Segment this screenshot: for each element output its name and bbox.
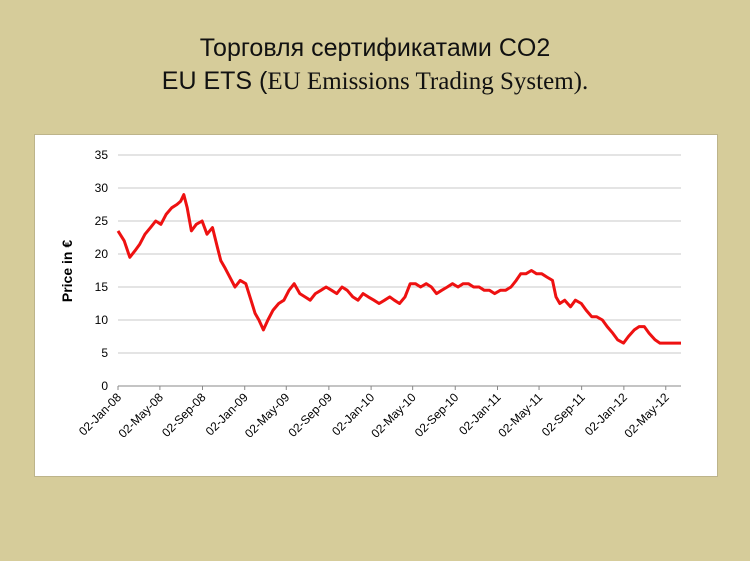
price-series-line	[116, 193, 681, 345]
title-line-2-suffix: ).	[573, 68, 589, 95]
y-tick-label: 0	[101, 379, 108, 393]
y-tick-label: 5	[101, 346, 108, 360]
x-tick-label: 02-May-11	[495, 390, 545, 440]
y-tick-label: 20	[95, 247, 109, 261]
y-tick-label: 35	[95, 148, 109, 162]
title-line-2-prefix: EU ETS (	[161, 67, 268, 95]
y-tick-label: 15	[95, 280, 109, 294]
y-tick-label: 25	[95, 214, 109, 228]
title-line-2: EU ETS (EU Emissions Trading System).	[0, 64, 750, 99]
x-tick-label: 02-Sep-11	[539, 390, 588, 439]
x-tick-label: 02-Sep-09	[285, 390, 335, 440]
price-chart: 0 5 10 15 20 25 30 35 02-Jan-0802-May-0802-Sep-…	[59, 148, 681, 441]
y-axis-label: Price in €	[59, 240, 75, 302]
title-line-1: Торговля сертификатами CO2	[199, 34, 551, 62]
gridlines	[118, 154, 681, 387]
x-tick-labels: 02-Jan-0802-May-0802-Sep-0802-Jan-0902-M…	[76, 386, 672, 441]
y-tick-labels: 0 5 10 15 20 25 30 35	[95, 148, 109, 393]
x-tick-label: 02-Sep-10	[412, 390, 462, 440]
x-tick-label: 02-May-12	[621, 390, 672, 441]
x-tick-label: 02-Sep-08	[159, 390, 209, 440]
slide-title: Торговля сертификатами CO2 EU ETS (EU Em…	[0, 32, 750, 99]
x-tick-label: 02-May-10	[368, 390, 419, 441]
x-tick-label: 02-May-09	[242, 390, 293, 441]
y-tick-label: 30	[95, 181, 109, 195]
title-line-2-serif: EU Emissions Trading System	[267, 68, 574, 95]
y-tick-label: 10	[95, 313, 109, 327]
chart-panel: 0 5 10 15 20 25 30 35 02-Jan-08 02-May-08 02-Sep-…	[34, 134, 718, 477]
x-tick-label: 02-May-08	[116, 390, 167, 441]
